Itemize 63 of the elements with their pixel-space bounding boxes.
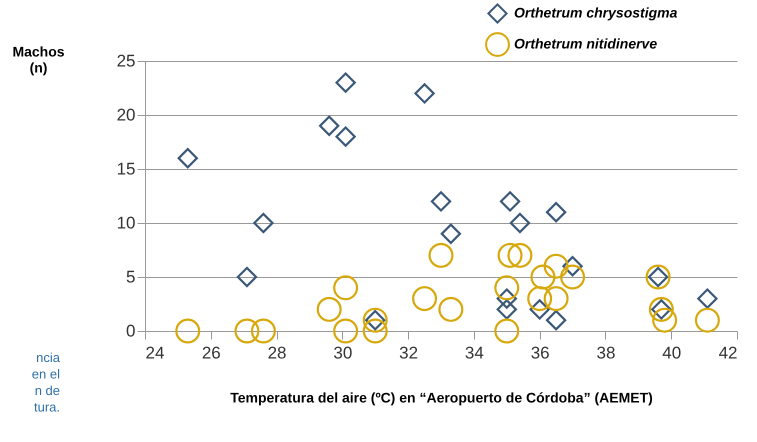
text: tura. — [34, 400, 60, 414]
point — [498, 242, 523, 268]
point — [236, 266, 258, 288]
point — [175, 318, 200, 344]
legend-label: Orthetrum nitidinerve — [514, 36, 658, 52]
point — [500, 191, 520, 212]
point — [529, 299, 550, 320]
point — [560, 264, 586, 290]
point — [234, 318, 260, 344]
x-tick-label: 36 — [530, 344, 550, 362]
point — [694, 308, 720, 333]
point — [178, 148, 198, 168]
x-tick-label: 26 — [202, 344, 221, 362]
x-tick-label: 34 — [464, 344, 484, 362]
point — [335, 72, 356, 93]
point — [496, 299, 517, 320]
point — [412, 286, 438, 312]
y-tick-label: 15 — [116, 160, 136, 178]
x-tick-label: 42 — [718, 344, 738, 362]
point — [333, 275, 358, 300]
point — [440, 224, 462, 244]
x-tick-label: 32 — [399, 344, 418, 362]
point — [546, 202, 566, 222]
point — [250, 318, 276, 344]
x-axis-title: Temperatura del aire (ºC) en “Aeropuerto de Córdoba” (AEMET) — [230, 390, 653, 406]
point — [544, 286, 569, 312]
y-tick-label: 0 — [126, 322, 136, 340]
y-tick-label: 5 — [126, 268, 136, 286]
point — [496, 288, 517, 309]
text: en el — [32, 366, 60, 382]
x-tick-label: 40 — [662, 344, 682, 362]
x-tick-label: 28 — [268, 344, 287, 362]
point — [546, 310, 566, 330]
point — [494, 275, 520, 300]
point — [253, 212, 274, 234]
point — [438, 296, 464, 322]
point — [335, 126, 356, 147]
y-tick-label: 25 — [116, 52, 136, 70]
point — [507, 242, 532, 268]
point — [562, 256, 583, 276]
x-tick-label: 30 — [333, 344, 352, 362]
y-tick-label: 20 — [116, 106, 136, 124]
y-tick-label: 10 — [116, 214, 136, 232]
point — [318, 116, 340, 136]
point — [428, 242, 454, 268]
x-tick-label: 24 — [146, 344, 164, 362]
point — [697, 288, 718, 309]
point — [530, 264, 556, 290]
point — [316, 296, 342, 322]
point — [652, 308, 678, 333]
y-axis-title: Machos (n) — [12, 44, 65, 76]
point — [494, 318, 520, 344]
text: n de — [34, 383, 60, 398]
point — [362, 318, 388, 344]
x-tick-label: 38 — [596, 344, 616, 362]
point — [333, 318, 358, 344]
point — [527, 286, 552, 312]
point — [510, 212, 530, 234]
text: ncia — [36, 350, 61, 365]
point — [544, 254, 569, 279]
legend-label: Orthetrum chrysostigma — [514, 4, 678, 20]
point — [430, 191, 452, 212]
point — [414, 83, 435, 104]
